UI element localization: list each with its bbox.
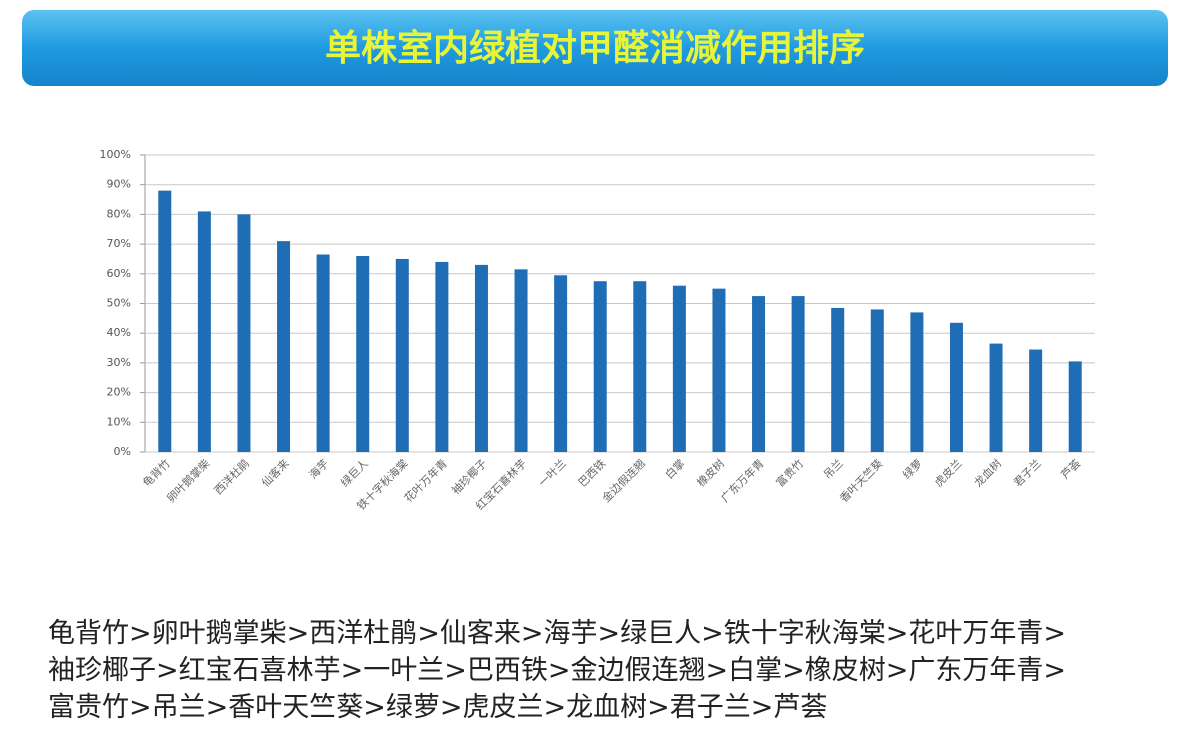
ranking-text: 袖珍椰子>红宝石喜林芋>一叶兰>巴西铁>金边假连翘>白掌>橡皮树>广东万年青> [48, 655, 1066, 686]
bar [316, 254, 330, 452]
bar [435, 261, 449, 452]
x-tick-label: 绿萝 [900, 456, 925, 481]
bar [593, 281, 607, 452]
y-tick-label: 10% [107, 415, 131, 428]
y-tick-label: 20% [107, 386, 131, 399]
x-tick-label: 君子兰 [1011, 457, 1044, 490]
x-tick-label: 花叶万年青 [401, 456, 450, 505]
bar [752, 296, 766, 452]
bar [1029, 349, 1043, 452]
bar [870, 309, 884, 452]
x-tick-label: 海芋 [306, 456, 331, 481]
x-tick-label: 巴西铁 [576, 457, 609, 490]
y-tick-label: 0% [114, 445, 131, 458]
y-tick-label: 40% [107, 326, 131, 339]
y-tick-label: 80% [107, 207, 131, 220]
bar [158, 190, 172, 452]
title-banner [22, 10, 1168, 86]
x-tick-label: 龟背竹 [140, 456, 173, 489]
y-tick-label: 100% [100, 148, 131, 161]
x-tick-label: 香叶天竺葵 [837, 456, 886, 505]
bar [989, 343, 1003, 452]
bar [277, 241, 291, 452]
y-tick-label: 50% [107, 297, 131, 310]
bar [554, 275, 568, 452]
x-tick-label: 卵叶鹅掌柴 [164, 456, 213, 505]
bar [791, 296, 805, 452]
ranking-text: 富贵竹>吊兰>香叶天竺葵>绿萝>虎皮兰>龙血树>君子兰>芦荟 [48, 692, 827, 723]
bar [197, 211, 211, 452]
chart-title: 单株室内绿植对甲醛消减作用排序 [325, 28, 865, 69]
x-tick-label: 吊兰 [821, 457, 846, 482]
bar [712, 288, 726, 452]
x-tick-label: 袖珍椰子 [449, 456, 490, 497]
x-tick-label: 一叶兰 [536, 457, 569, 490]
bar [237, 214, 251, 452]
bar [1068, 361, 1082, 452]
x-tick-label: 广东万年青 [718, 456, 767, 505]
bar [514, 269, 528, 452]
x-tick-label: 富贵竹 [773, 456, 806, 489]
x-tick-label: 金边假连翘 [599, 456, 648, 505]
bar [356, 255, 370, 452]
bar [949, 322, 963, 452]
ranking-text: 龟背竹>卵叶鹅掌柴>西洋杜鹃>仙客来>海芋>绿巨人>铁十字秋海棠>花叶万年青> [48, 618, 1066, 649]
bar [910, 312, 924, 452]
bar [831, 307, 845, 452]
y-tick-label: 70% [107, 237, 131, 250]
x-tick-label: 仙客来 [258, 456, 291, 489]
x-tick-label: 绿巨人 [338, 456, 371, 489]
bar [633, 281, 647, 452]
x-tick-label: 芦荟 [1058, 456, 1083, 481]
y-tick-label: 90% [107, 178, 131, 191]
x-tick-label: 龙血树 [971, 456, 1004, 489]
x-tick-label: 白掌 [662, 456, 687, 481]
x-tick-label: 西洋杜鹃 [211, 456, 252, 497]
bar [474, 264, 488, 452]
x-tick-label: 虎皮兰 [932, 457, 965, 490]
y-tick-label: 60% [107, 267, 131, 280]
x-tick-label: 橡皮树 [694, 456, 727, 489]
bar [672, 285, 686, 452]
y-tick-label: 30% [107, 356, 131, 369]
bar [395, 258, 409, 452]
